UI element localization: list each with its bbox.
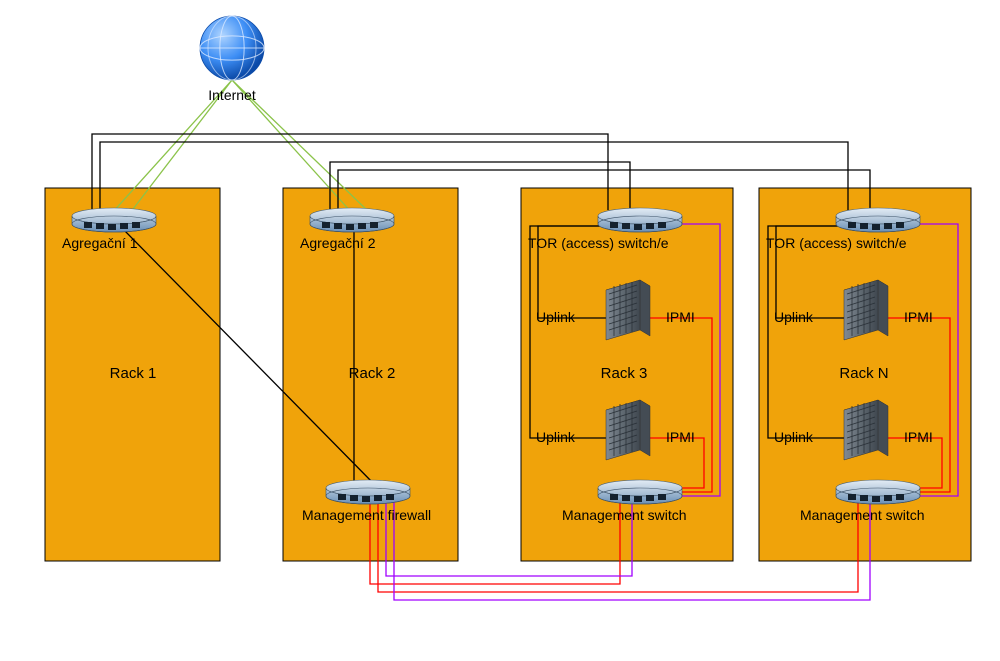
- torN-label: TOR (access) switch/e: [766, 235, 907, 251]
- mgfw-label: Management firewall: [302, 507, 431, 523]
- internet-label: Internet: [208, 87, 256, 103]
- sNb-uplink-label: Uplink: [774, 429, 814, 445]
- s3a-server-icon: [606, 280, 650, 340]
- agg1-switch-icon: [72, 208, 156, 232]
- agg2-switch-icon: [310, 208, 394, 232]
- torN-switch-icon: [836, 208, 920, 232]
- rack2-title: Rack 2: [349, 365, 396, 382]
- sNa-uplink-label: Uplink: [774, 309, 814, 325]
- mgfw-switch-icon: [326, 480, 410, 504]
- sNa-ipmi-label: IPMI: [904, 309, 933, 325]
- s3b-server-icon: [606, 400, 650, 460]
- sNa-server-icon: [844, 280, 888, 340]
- s3b-uplink-label: Uplink: [536, 429, 576, 445]
- mg3-switch-icon: [598, 480, 682, 504]
- s3a-ipmi-label: IPMI: [666, 309, 695, 325]
- rackN-title: Rack N: [839, 365, 888, 382]
- mgN-switch-icon: [836, 480, 920, 504]
- s3a-uplink-label: Uplink: [536, 309, 576, 325]
- sNb-ipmi-label: IPMI: [904, 429, 933, 445]
- tor3-switch-icon: [598, 208, 682, 232]
- agg2-label: Agregační 2: [300, 235, 376, 251]
- s3b-ipmi-label: IPMI: [666, 429, 695, 445]
- internet-globe: [200, 16, 264, 80]
- network-diagram: Rack 1 Rack 2 Rack 3 Rack N Internet Agregačn…: [0, 0, 1000, 661]
- tor3-label: TOR (access) switch/e: [528, 235, 669, 251]
- rack1-title: Rack 1: [110, 365, 157, 382]
- sNb-server-icon: [844, 400, 888, 460]
- mg3-label: Management switch: [562, 507, 687, 523]
- agg1-label: Agregační 1: [62, 235, 138, 251]
- rack3-title: Rack 3: [601, 365, 648, 382]
- mgN-label: Management switch: [800, 507, 925, 523]
